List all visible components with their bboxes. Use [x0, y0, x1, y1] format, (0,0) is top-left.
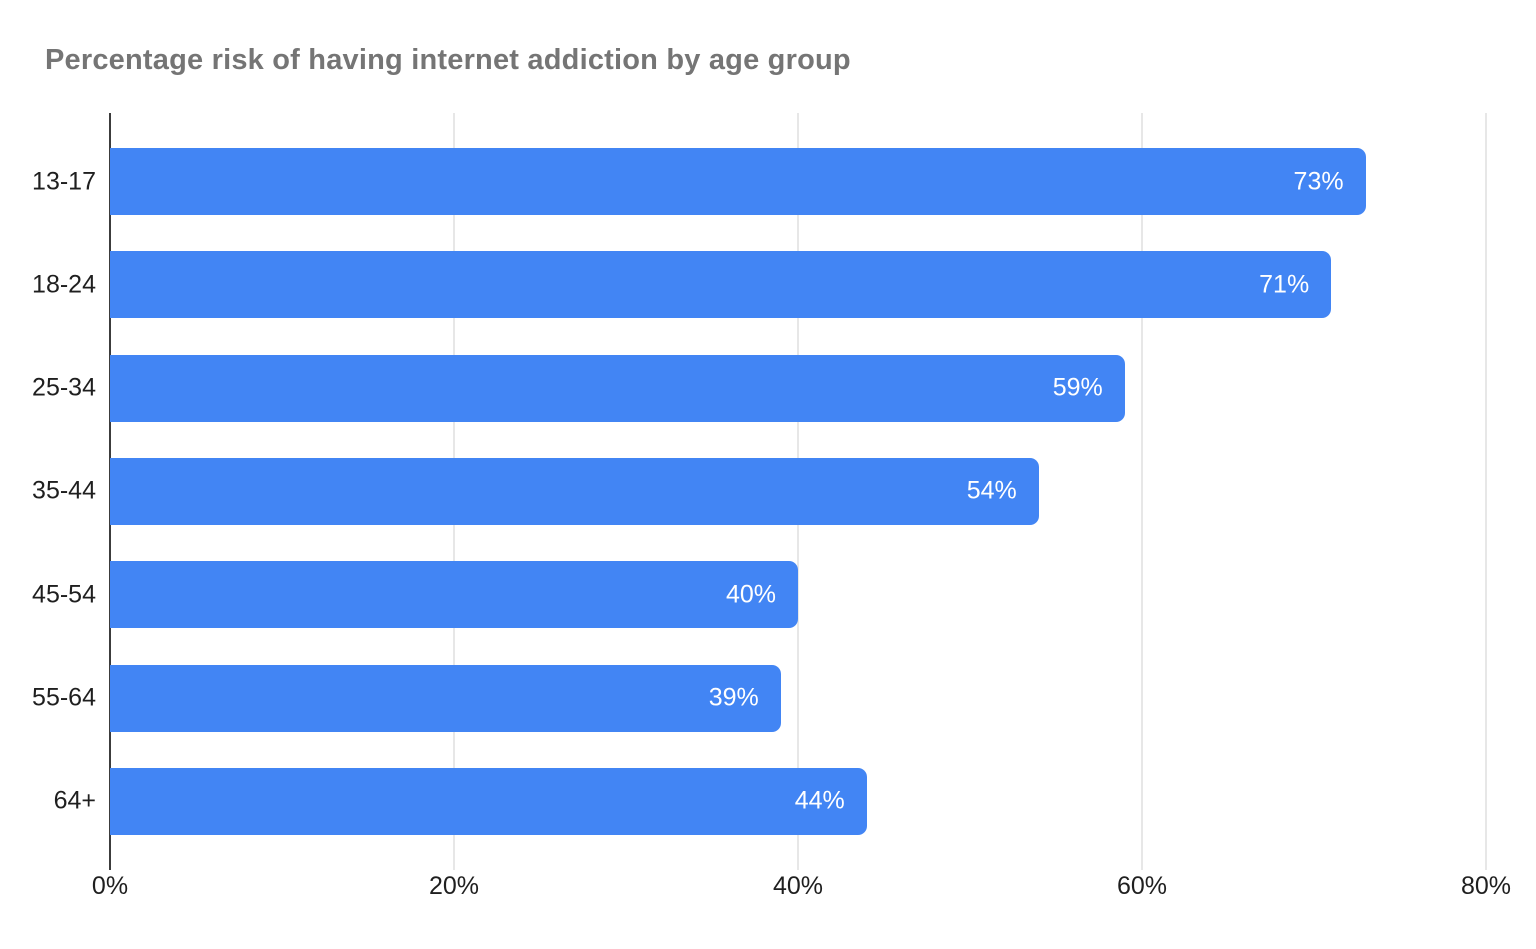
category-label: 13-17 — [32, 167, 96, 196]
category-label: 55-64 — [32, 683, 96, 712]
plot-area: 13-17 73% 18-24 71% 25-34 59% 35-44 54% 45-54 40%… — [32, 113, 1487, 870]
x-tick-label: 60% — [1116, 872, 1168, 900]
bar-value-label: 44% — [794, 786, 845, 815]
x-tick-label: 80% — [1460, 872, 1512, 900]
category-label: 45-54 — [32, 580, 96, 609]
bar-value-label: 39% — [708, 683, 759, 712]
x-axis-labels: 0% 20% 40% 60% 80% — [92, 872, 1511, 902]
bar-row: 55-64 39% — [32, 646, 1486, 749]
category-label: 64+ — [53, 786, 96, 815]
bars-area: 13-17 73% 18-24 71% 25-34 59% 35-44 54% 45-54 40%… — [32, 130, 1486, 853]
chart-title: Percentage risk of having internet addic… — [45, 44, 851, 76]
gridline — [1485, 113, 1487, 870]
x-tick-label: 0% — [91, 872, 129, 900]
gridline — [1141, 113, 1143, 870]
bar-row: 18-24 71% — [32, 233, 1486, 336]
bar: 54% — [110, 457, 1039, 525]
category-label: 25-34 — [32, 373, 96, 402]
bar-row: 25-34 59% — [32, 337, 1486, 440]
bar-row: 45-54 40% — [32, 543, 1486, 646]
bar: 59% — [110, 354, 1125, 422]
bar: 44% — [110, 767, 867, 835]
bar-value-label: 40% — [725, 580, 776, 609]
bar-value-label: 54% — [966, 476, 1017, 505]
bar-row: 13-17 73% — [32, 130, 1486, 233]
bar-value-label: 71% — [1259, 270, 1310, 299]
bar-row: 64+ 44% — [54, 750, 1486, 853]
category-label: 18-24 — [32, 270, 96, 299]
bar: 73% — [110, 148, 1366, 216]
bar-row: 35-44 54% — [32, 440, 1486, 543]
bar-value-label: 73% — [1293, 167, 1344, 196]
bar: 71% — [110, 251, 1332, 319]
bar-value-label: 59% — [1052, 373, 1103, 402]
category-label: 35-44 — [32, 476, 96, 505]
bar: 39% — [110, 664, 781, 732]
bar: 40% — [110, 561, 798, 629]
x-tick-label: 40% — [772, 872, 824, 900]
x-tick-label: 20% — [428, 872, 480, 900]
